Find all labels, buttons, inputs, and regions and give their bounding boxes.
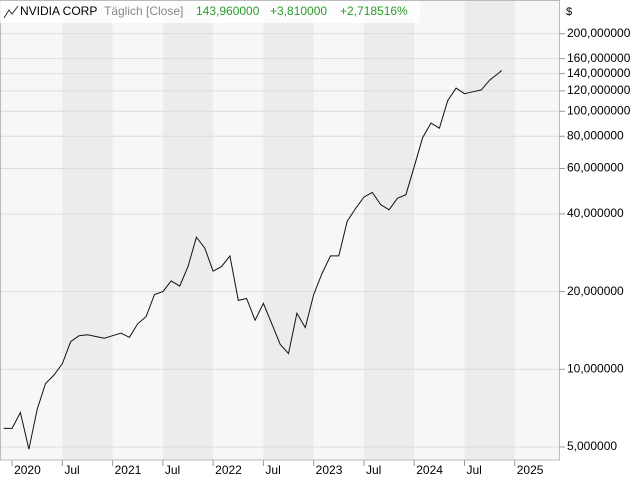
x-tick-label: 2020: [14, 463, 41, 477]
change: +3,810000: [270, 4, 327, 18]
x-tick-label: 2024: [416, 463, 443, 477]
y-tick-label: 120,000000: [567, 83, 631, 97]
y-tick-label: 40,000000: [567, 206, 624, 220]
y-tick-label: 5,000000: [567, 439, 617, 453]
y-tick-label: 80,000000: [567, 128, 624, 142]
period-band: [263, 0, 314, 460]
instrument-name: NVIDIA CORP: [20, 4, 97, 18]
y-tick-label: 140,000000: [567, 66, 631, 80]
header-bg: [0, 1, 420, 23]
last-price: 143,960000: [196, 4, 260, 18]
x-tick-label: 2023: [316, 463, 343, 477]
y-tick-label: 100,000000: [567, 103, 631, 117]
header: NVIDIA CORP Täglich [Close] 143,960000 +…: [0, 1, 420, 23]
y-tick-label: 10,000000: [567, 361, 624, 375]
y-tick-label: 160,000000: [567, 51, 631, 65]
x-tick-label: 2025: [517, 463, 544, 477]
x-tick-label: Jul: [265, 463, 280, 477]
price-line: [3, 70, 503, 450]
x-tick-label: Jul: [64, 463, 79, 477]
y-unit: $: [566, 6, 572, 18]
period-band: [162, 0, 214, 460]
y-tick-label: 20,000000: [567, 284, 624, 298]
period-band: [62, 0, 113, 460]
chart-icon: [3, 5, 19, 19]
period-band: [464, 0, 515, 460]
period-band: [363, 0, 415, 460]
y-tick-label: 200,000000: [567, 26, 631, 40]
x-tick-label: Jul: [366, 463, 381, 477]
x-tick-label: Jul: [165, 463, 180, 477]
y-tick-label: 60,000000: [567, 161, 624, 175]
x-tick-label: 2021: [115, 463, 142, 477]
plot-border: [0, 0, 560, 461]
change-pct: +2,718516%: [340, 4, 408, 18]
mode-label: Täglich [Close]: [104, 4, 183, 18]
x-tick-label: Jul: [466, 463, 481, 477]
x-tick-label: 2022: [215, 463, 242, 477]
